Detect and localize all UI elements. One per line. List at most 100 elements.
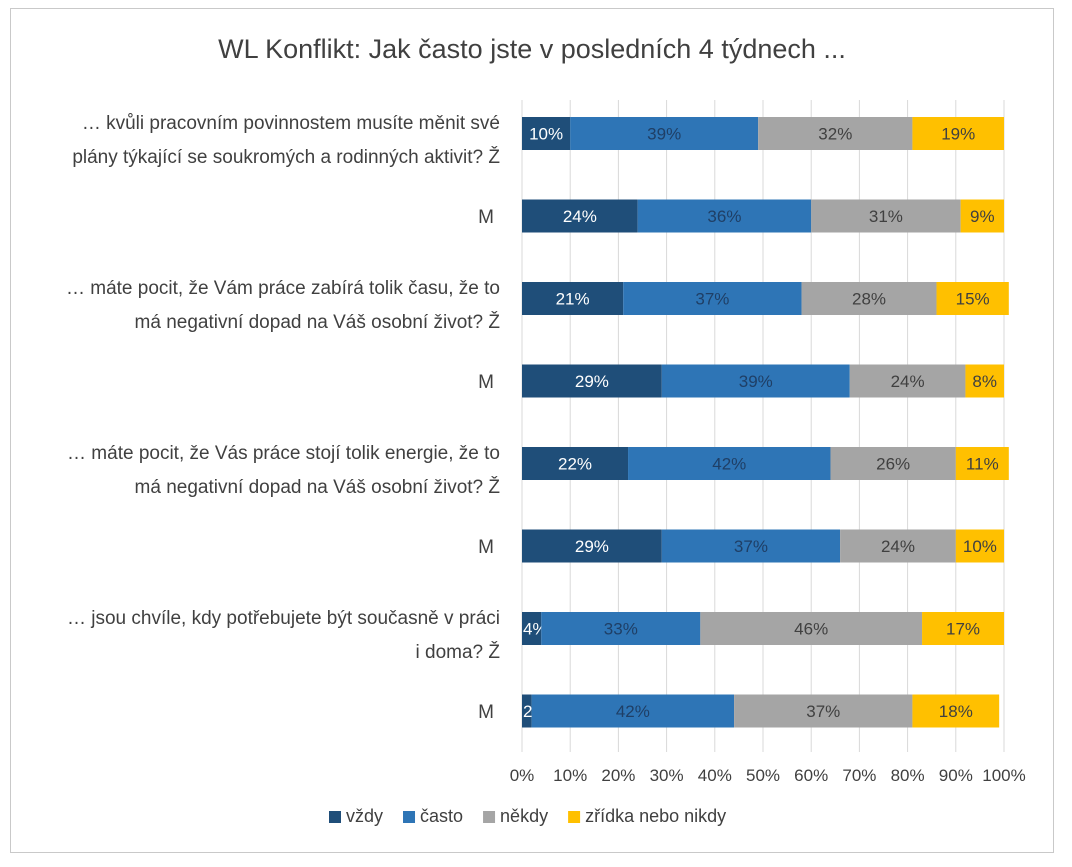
x-tick-label: 50% [746,766,780,785]
bar-segment [912,694,1000,728]
bar-segment [522,282,624,315]
bar-value-label: 29% [575,537,609,556]
legend-label: často [420,806,463,826]
bar-value-label: 8% [972,372,997,391]
row-labels: … kvůli pracovním povinnostem musíte měn… [66,113,500,723]
bar-value-label: 10% [963,537,997,556]
bar-segment [541,612,701,645]
bar-value-label: 33% [604,620,638,639]
bar-segment [522,364,662,398]
bar-value-label: 29% [575,372,609,391]
bar-value-label: 24% [881,537,915,556]
bar-value-label: 37% [806,702,840,721]
legend-swatch [483,811,496,823]
x-tick-label: 40% [698,766,732,785]
x-tick-label: 90% [939,766,973,785]
bar-value-label: 36% [707,207,741,226]
row-label: M [478,702,494,723]
bar-value-label: 32% [818,125,852,144]
bar-segment [531,694,735,728]
bar-segment [830,447,956,480]
bar-segment [960,199,1004,233]
bar-value-label: 17% [946,620,980,639]
row-label-line: má negativní dopad na Váš osobní život? … [135,311,501,333]
bar-segment [734,694,913,728]
row-label-line: … máte pocit, že Vás práce stojí tolik e… [67,443,500,464]
chart-title: WL Konflikt: Jak často jste v posledních… [218,34,846,64]
bar-value-label: 39% [647,125,681,144]
row-label: M [478,537,494,558]
x-tick-label: 10% [553,766,587,785]
bar-value-label: 26% [876,455,910,474]
bar-value-label: 10% [529,125,563,144]
bar-segment [758,117,913,150]
x-tick-label: 100% [982,766,1025,785]
bar-segment [955,447,1009,480]
legend: vždy často někdy zřídka nebo nikdy [329,806,726,826]
bar-value-label: 18% [939,702,973,721]
bar-segment [965,364,1004,398]
row-label-line: plány týkající se soukromých a rodinných… [72,146,500,168]
bar-segment [522,694,532,728]
legend-swatch [329,811,341,823]
legend-label: zřídka nebo nikdy [585,806,726,826]
bar-value-label: 28% [852,290,886,309]
bar-value-label: 15% [956,290,990,309]
bars: 10% 39% 32% 19% 24% 36% 31% 9% 21% 37% 28% 15% 29% 39… [522,117,1009,728]
bar-value-label: 42% [616,702,650,721]
bar-value-label: 24% [891,372,925,391]
bar-value-label: 21% [556,290,590,309]
bar-segment [912,117,1004,150]
row-label: M [478,207,494,228]
x-tick-label: 80% [891,766,925,785]
bar-value-label: 31% [869,207,903,226]
gridlines [521,100,1005,752]
bar-value-label: 9% [970,207,995,226]
legend-swatch [403,811,416,823]
bar-segment [661,529,841,563]
bar-value-label: 37% [734,537,768,556]
bar-value-label: 46% [794,620,828,639]
bar-value-label: 37% [695,290,729,309]
bar-segment [522,199,638,233]
bar-segment [811,199,961,233]
legend-label: vždy [346,806,383,826]
x-tick-label: 0% [510,766,535,785]
bar-value-label: 24% [563,207,597,226]
x-tick-label: 30% [650,766,684,785]
row-label-line: i doma? Ž [416,641,501,663]
row-label-line: … kvůli pracovním povinnostem musíte měn… [82,113,500,134]
bar-segment [849,364,966,398]
bar-value-label: 22% [558,455,592,474]
bar-segment [801,282,937,315]
x-tick-label: 60% [794,766,828,785]
bar-segment [522,117,571,150]
bar-segment [522,612,542,645]
bar-segment [522,447,629,480]
bar-segment [922,612,1004,645]
bar-segment [522,529,662,563]
bar-segment [840,529,956,563]
bar-value-label: 39% [739,372,773,391]
bar-segment [955,529,1004,563]
bar-value-label: 11% [966,455,999,474]
bar-segment [936,282,1009,315]
bar-segment [637,199,812,233]
row-label: M [478,372,494,393]
bar-segment [628,447,831,480]
row-label-line: … máte pocit, že Vám práce zabírá tolik … [66,278,500,299]
bar-value-label: 19% [941,125,975,144]
legend-label: někdy [500,806,548,826]
row-label-line: … jsou chvíle, kdy potřebujete být souča… [67,608,500,629]
x-axis-ticks: 0% 10% 20% 30% 40% 50% 60% 70% 80% 90% 100% [510,766,1026,785]
bar-segment [661,364,850,398]
row-label-line: má negativní dopad na Váš osobní život? … [135,476,501,498]
bar-segment [623,282,802,315]
bar-segment [700,612,923,645]
bar-value-label: 42% [712,455,746,474]
bar-segment [570,117,759,150]
legend-swatch [568,811,581,823]
x-tick-label: 70% [842,766,876,785]
x-tick-label: 20% [601,766,635,785]
